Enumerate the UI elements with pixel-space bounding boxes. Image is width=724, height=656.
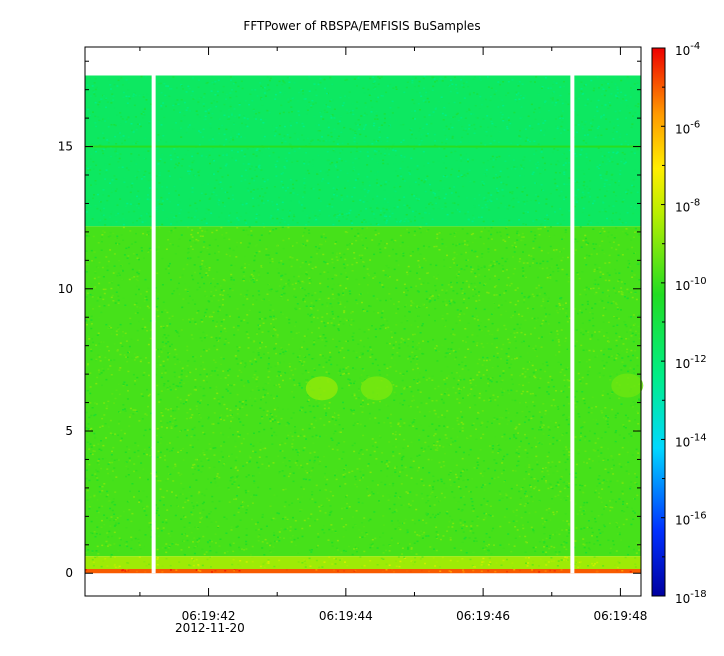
chart-title: FFTPower of RBSPA/EMFISIS BuSamples [243, 19, 480, 33]
colorbar-tick-label: 10-18 [675, 589, 707, 606]
data-gap-0 [151, 75, 156, 574]
y-tick-label: 5 [65, 424, 73, 438]
y-tick-label: 10 [58, 282, 73, 296]
power-enhancement-0 [305, 376, 338, 401]
colorbar: 10-4 10-6 10-8 10-10 10-12 10-14 10-16 10-18 [651, 41, 707, 606]
x-tick-label: 06:19:42 [182, 609, 236, 623]
colorbar-tick-label: 10-6 [675, 119, 700, 136]
colorbar-tick-label: 10-8 [675, 198, 700, 215]
x-tick-label: 06:19:44 [319, 609, 373, 623]
x-tick-label: 06:19:46 [456, 609, 510, 623]
heatmap-layer [85, 47, 644, 574]
spectral-line [85, 145, 641, 148]
y-tick-label: 15 [58, 140, 73, 154]
y-axis: 0 5 10 15 [58, 60, 641, 580]
x-axis: 06:19:42 06:19:44 06:19:46 06:19:48 [139, 47, 647, 623]
noise-texture [85, 75, 641, 573]
colorbar-tick-label: 10-16 [675, 511, 707, 528]
y-tick-label: 0 [65, 566, 73, 580]
data-gap-1 [570, 75, 575, 574]
x-tick-label: 06:19:48 [593, 609, 647, 623]
colorbar-tick-label: 10-10 [675, 276, 707, 293]
power-enhancement-1 [360, 376, 393, 401]
colorbar-tick-label: 10-12 [675, 354, 707, 371]
colorbar-tick-label: 10-4 [675, 41, 700, 58]
x-axis-date-label: 2012-11-20 [175, 621, 245, 635]
power-enhancement-2 [611, 373, 644, 398]
colorbar-tick-label: 10-14 [675, 432, 707, 449]
colorbar-ticks: 10-4 10-6 10-8 10-10 10-12 10-14 10-16 10-18 [661, 41, 707, 606]
plot-frame [84, 46, 642, 597]
power-band-3 [85, 568, 641, 574]
no-data-region [85, 47, 641, 76]
